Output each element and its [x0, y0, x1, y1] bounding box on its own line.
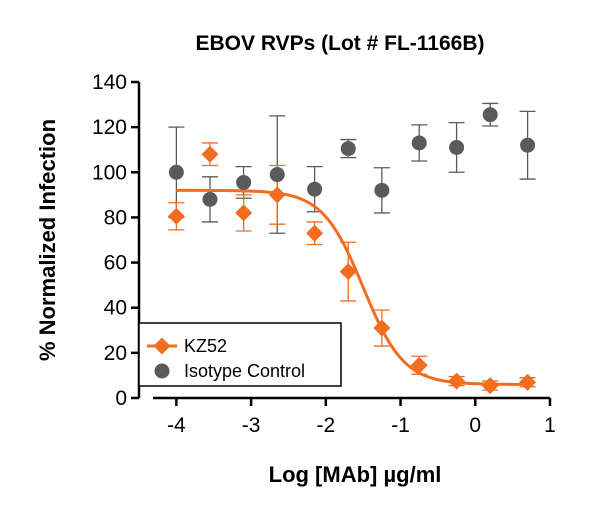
isotype-point — [307, 181, 323, 197]
legend-label: KZ52 — [184, 336, 227, 356]
kz52-point — [448, 372, 466, 390]
kz52-point — [167, 207, 185, 225]
isotype-point — [374, 182, 390, 198]
legend-marker — [154, 363, 170, 379]
isotype-point — [411, 135, 427, 151]
kz52-fit-curve — [176, 188, 528, 386]
x-tick-label: -2 — [316, 414, 335, 437]
kz52-point — [481, 377, 499, 395]
y-tick-label: 80 — [104, 206, 127, 229]
kz52-point — [235, 204, 253, 222]
y-tick-label: 40 — [104, 297, 127, 320]
isotype-point — [520, 137, 536, 153]
isotype-point — [340, 141, 356, 157]
isotype-point — [236, 174, 252, 190]
y-axis-title: % Normalized Infection — [35, 119, 60, 361]
x-axis-ticks: -4 -3 -2 -1 0 1 — [167, 398, 556, 437]
y-tick-label: 60 — [104, 252, 127, 275]
isotype-point — [269, 167, 285, 183]
plot-area — [167, 102, 537, 395]
y-axis-ticks: 0 20 40 60 80 100 120 140 — [92, 71, 139, 410]
y-tick-label: 20 — [104, 342, 127, 365]
x-tick-label: -1 — [391, 414, 410, 437]
y-tick-label: 100 — [92, 161, 127, 184]
chart-title: EBOV RVPs (Lot # FL-1166B) — [195, 32, 484, 55]
x-tick-label: -4 — [167, 414, 186, 437]
kz52-point — [268, 186, 286, 204]
legend: KZ52 Isotype Control — [138, 322, 342, 387]
y-tick-label: 0 — [115, 387, 127, 410]
legend-box — [138, 322, 342, 387]
kz52-point — [410, 356, 428, 374]
x-axis-title: Log [MAb] µg/ml — [269, 462, 442, 487]
legend-marker — [153, 337, 171, 355]
kz52-point — [373, 319, 391, 337]
x-tick-label: -3 — [242, 414, 261, 437]
x-tick-label: 0 — [469, 414, 481, 437]
isotype-point — [449, 139, 465, 155]
isotype-point — [482, 107, 498, 123]
kz52-point — [201, 145, 219, 163]
isotype-point — [168, 164, 184, 180]
legend-item: Isotype Control — [154, 361, 305, 381]
kz52-point — [339, 263, 357, 281]
isotype-point — [202, 191, 218, 207]
y-tick-label: 120 — [92, 116, 127, 139]
y-tick-label: 140 — [92, 71, 127, 94]
kz52-point — [306, 224, 324, 242]
x-tick-label: 1 — [544, 414, 556, 437]
legend-label: Isotype Control — [184, 361, 305, 381]
legend-item: KZ52 — [147, 336, 227, 356]
kz52-point — [519, 373, 537, 391]
